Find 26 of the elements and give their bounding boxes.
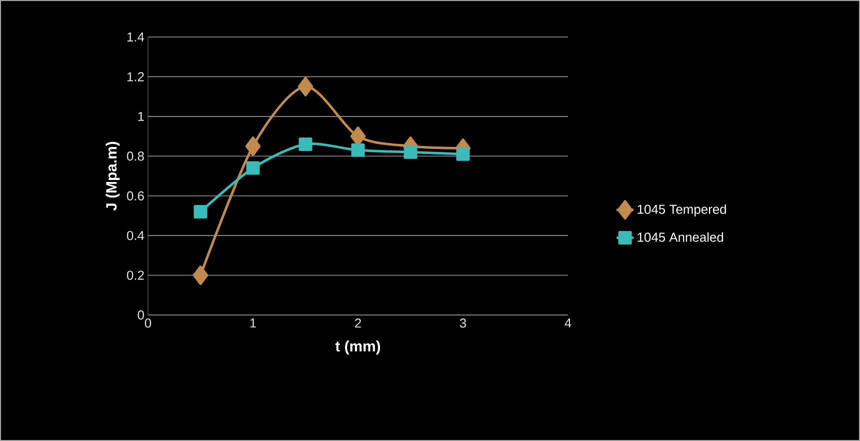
y-tick-label: 1 [138, 112, 144, 121]
x-tick-label: 2 [355, 318, 361, 328]
y-tick-label: 1.4 [127, 32, 144, 42]
y-tick-label: 0.6 [126, 191, 144, 200]
point [456, 147, 470, 161]
point [298, 137, 312, 151]
x-axis-title: t (mm) [335, 340, 380, 354]
legend-label: 1045 Annealed [638, 232, 724, 242]
point [194, 204, 208, 218]
x-tick-label: 1 [250, 318, 256, 328]
point [351, 143, 365, 157]
y-tick-label: 0.2 [126, 270, 144, 280]
x-tick-label: 3 [460, 318, 466, 328]
y-tick-label: 0 [138, 310, 144, 320]
y-tick-label: 0.8 [126, 152, 144, 161]
y-tick-label: 0.4 [126, 230, 144, 240]
point [404, 145, 418, 159]
point [298, 76, 314, 96]
point [192, 266, 208, 286]
x-tick-label: 0 [144, 318, 152, 328]
x-tick-label: 4 [564, 318, 572, 328]
point [245, 136, 261, 156]
point [246, 161, 260, 175]
legend-label: 1045 Tempered [638, 204, 726, 216]
y-tick-label: 1.2 [127, 72, 144, 82]
y-axis-title: J (Mpa.m) [106, 142, 120, 211]
